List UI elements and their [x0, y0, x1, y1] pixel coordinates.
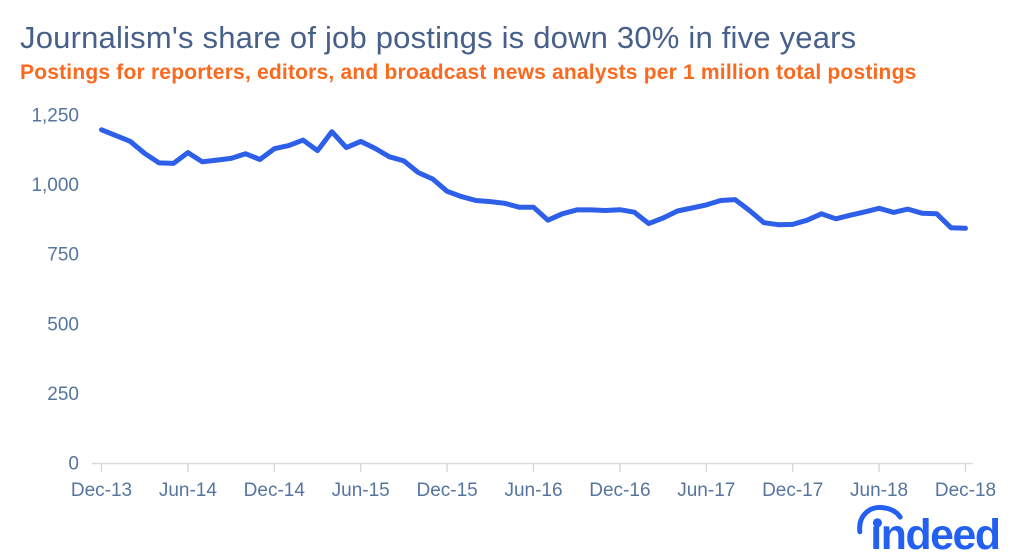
y-axis-tick-label: 500 — [47, 314, 79, 335]
indeed-logo: ındeed — [857, 505, 1001, 555]
x-axis-tick-label: Dec-13 — [71, 480, 132, 501]
journalism-postings-trend-line — [99, 127, 968, 231]
x-axis-tick-label: Jun-15 — [332, 480, 390, 501]
y-axis-tick-label: 750 — [47, 245, 79, 266]
indeed-wordmark: ındeed — [870, 511, 999, 555]
x-axis-tick-label: Jun-14 — [159, 480, 218, 501]
x-axis-tick-label: Jun-18 — [850, 480, 908, 501]
y-axis-tick-labels: 0 250 500 750 1,000 1,250 — [31, 106, 79, 475]
x-axis-tick-label: Dec-18 — [935, 480, 996, 501]
y-axis-tick-label: 1,250 — [31, 106, 79, 127]
chart-title: Journalism's share of job postings is do… — [20, 20, 857, 55]
y-axis-tick-label: 1,000 — [31, 175, 79, 196]
x-axis-tick-label: Dec-15 — [416, 480, 477, 501]
x-axis-tick-label: Dec-14 — [244, 480, 306, 501]
x-axis: Dec-13 Jun-14 Dec-14 Jun-15 Dec-15 Jun-16 Dec-… — [71, 462, 996, 501]
x-axis-tick-label: Dec-17 — [762, 480, 823, 501]
indeed-swoosh-icon — [857, 505, 903, 535]
x-axis-tick-label: Jun-16 — [504, 480, 562, 501]
chart-subtitle: Postings for reporters, editors, and bro… — [20, 61, 917, 84]
x-axis-tick-label: Jun-17 — [677, 480, 735, 501]
x-axis-tick-label: Dec-16 — [589, 480, 650, 501]
indeed-dot-icon — [872, 518, 882, 528]
y-axis-tick-label: 0 — [68, 454, 79, 475]
y-axis-tick-label: 250 — [47, 384, 79, 405]
